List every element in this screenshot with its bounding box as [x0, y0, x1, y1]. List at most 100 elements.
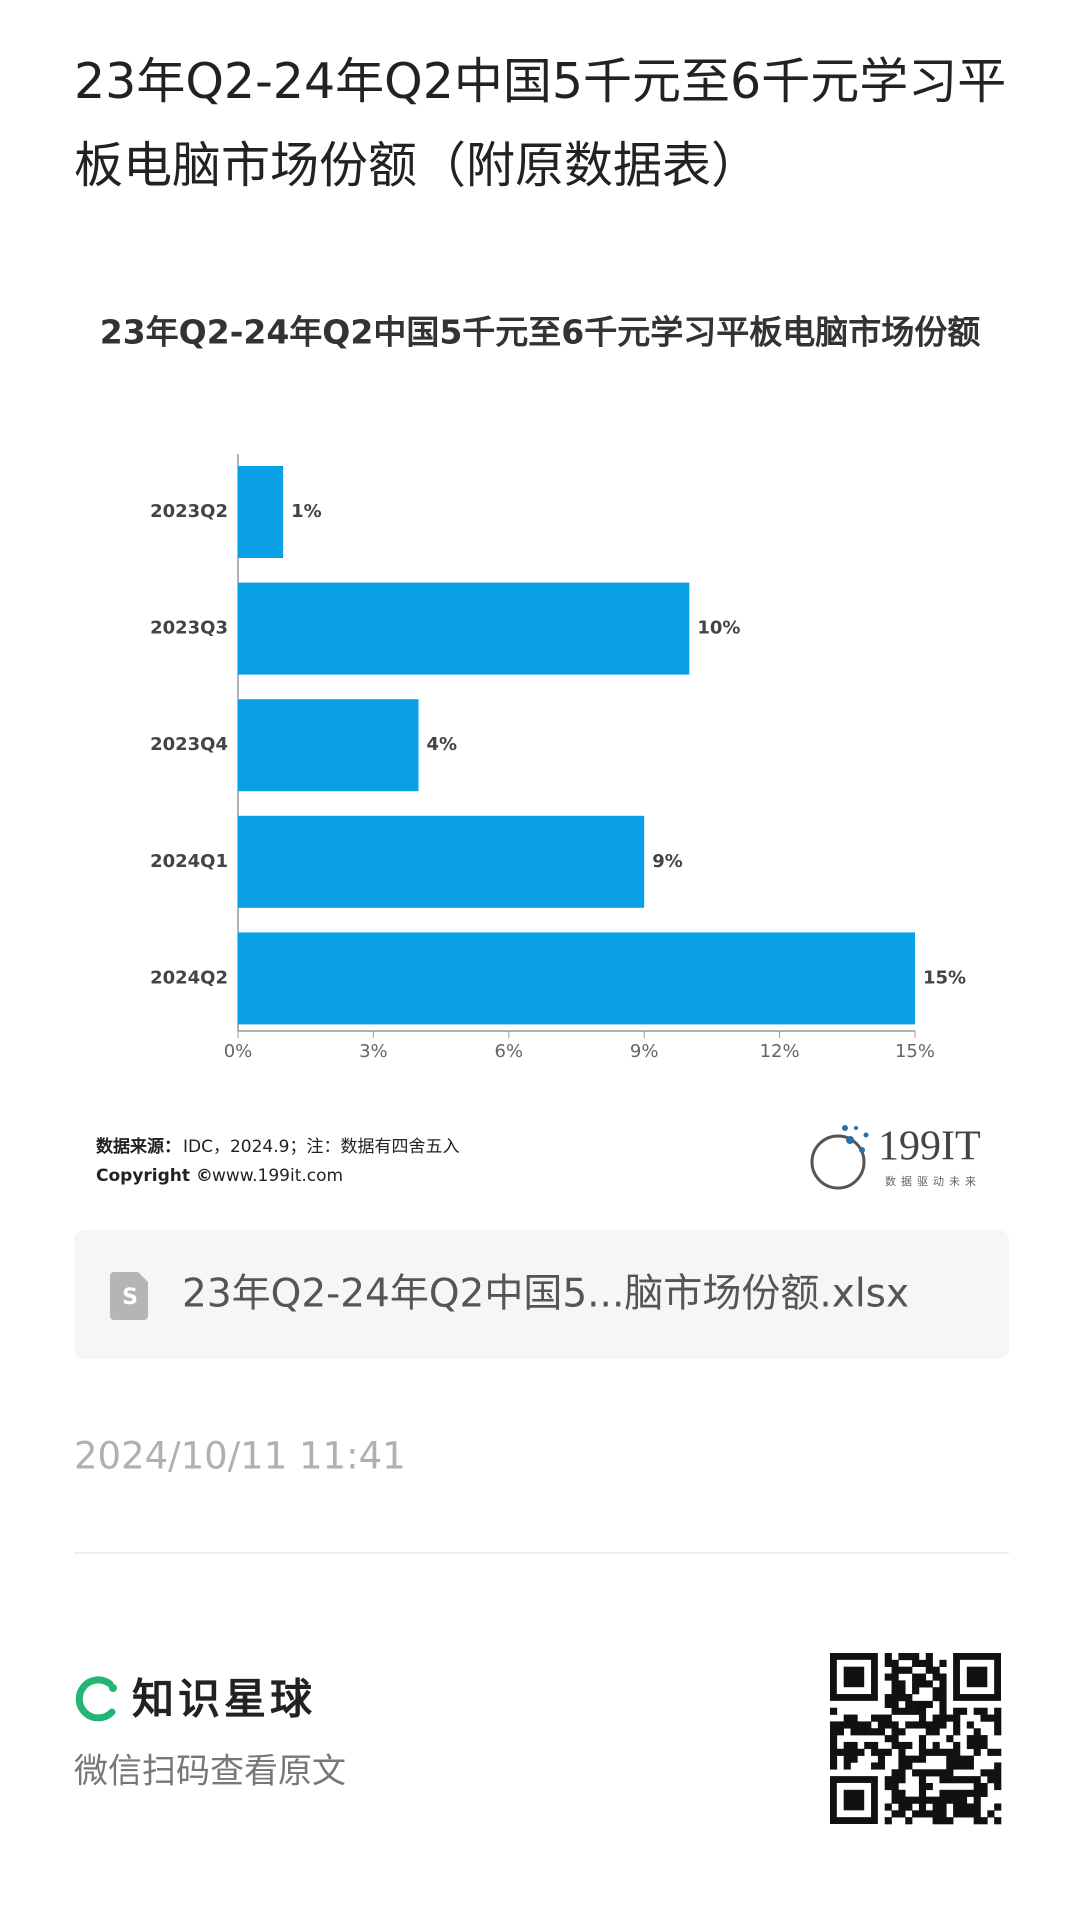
qr-cell: [891, 1666, 899, 1674]
qr-cell: [898, 1694, 906, 1702]
qr-cell: [932, 1796, 940, 1804]
qr-cell: [994, 1714, 1002, 1722]
qr-cell: [843, 1721, 851, 1729]
qr-cell: [891, 1687, 899, 1695]
qr-cell: [918, 1769, 927, 1777]
qr-cell: [994, 1776, 1002, 1784]
qr-cell: [966, 1789, 974, 1797]
qr-cell: [939, 1748, 947, 1756]
qr-cell: [959, 1803, 968, 1811]
bar: [238, 932, 915, 1025]
qr-cell: [994, 1748, 1002, 1756]
qr-cell: [966, 1735, 974, 1743]
qr-cell: [898, 1748, 906, 1756]
qr-cell: [918, 1735, 927, 1743]
qr-cell: [905, 1666, 913, 1674]
qr-cell: [953, 1789, 961, 1797]
qr-finder: [966, 1666, 988, 1688]
y-tick-label: 2024Q2: [150, 967, 228, 988]
qr-cell: [912, 1659, 920, 1667]
qr-cell: [843, 1755, 851, 1763]
qr-cell: [877, 1728, 886, 1736]
qr-cell: [857, 1728, 865, 1736]
qr-cell: [891, 1659, 899, 1667]
qr-cell: [884, 1803, 892, 1811]
qr-cell: [932, 1666, 940, 1674]
qr-cell: [932, 1810, 940, 1818]
qr-cell: [898, 1653, 906, 1661]
qr-cell: [884, 1721, 892, 1729]
qr-cell: [898, 1707, 906, 1715]
qr-cell: [980, 1769, 988, 1777]
qr-cell: [918, 1721, 927, 1729]
qr-cell: [830, 1735, 838, 1743]
qr-cell: [877, 1762, 886, 1770]
qr-cell: [843, 1748, 851, 1756]
qr-cell: [891, 1700, 899, 1709]
qr-cell: [830, 1762, 838, 1770]
qr-cell: [830, 1721, 838, 1729]
qr-cell: [932, 1673, 940, 1681]
qr-cell: [891, 1789, 899, 1797]
qr-cell: [912, 1810, 920, 1818]
file-name[interactable]: 23年Q2-24年Q2中国5...脑市场份额.xlsx: [182, 1272, 909, 1317]
qr-cell: [843, 1741, 851, 1750]
qr-cell: [953, 1748, 961, 1756]
qr-cell: [939, 1694, 947, 1702]
qr-cell: [912, 1653, 920, 1661]
qr-cell: [898, 1796, 906, 1804]
qr-cell: [898, 1810, 906, 1818]
qr-cell: [973, 1735, 981, 1743]
qr-cell: [905, 1755, 913, 1763]
qr-cell: [925, 1748, 933, 1756]
qr-cell: [932, 1721, 940, 1729]
qr-cell: [987, 1748, 995, 1756]
qr-cell: [884, 1714, 892, 1722]
qr-cell: [953, 1707, 961, 1715]
qr-cell: [994, 1817, 1002, 1825]
qr-cell: [830, 1755, 838, 1763]
x-tick-label: 9%: [630, 1041, 659, 1062]
qr-cell: [884, 1700, 892, 1709]
qr-cell: [884, 1776, 892, 1784]
value-label: 4%: [427, 734, 458, 755]
x-tick-label: 0%: [224, 1041, 253, 1062]
qr-code[interactable]: [830, 1653, 1002, 1825]
qr-cell: [898, 1803, 906, 1811]
qr-cell: [830, 1741, 838, 1750]
qr-cell: [905, 1817, 913, 1825]
qr-cell: [932, 1817, 940, 1825]
source-text: IDC，2024.9；注：数据有四舍五入: [183, 1137, 459, 1157]
file-card[interactable]: [74, 1230, 1009, 1359]
qr-cell: [918, 1803, 927, 1811]
qr-cell: [994, 1721, 1002, 1729]
file-icon: [110, 1272, 148, 1320]
bar: [238, 815, 645, 908]
qr-cell: [905, 1694, 913, 1702]
qr-cell: [898, 1769, 906, 1777]
qr-cell: [850, 1728, 858, 1736]
qr-cell: [912, 1680, 920, 1688]
qr-cell: [939, 1700, 947, 1709]
qr-cell: [918, 1714, 927, 1722]
qr-cell: [857, 1721, 865, 1729]
qr-cell: [959, 1755, 968, 1763]
qr-cell: [857, 1748, 865, 1756]
qr-cell: [980, 1782, 988, 1791]
qr-cell: [932, 1687, 940, 1695]
qr-cell: [980, 1707, 988, 1715]
qr-cell: [939, 1673, 947, 1681]
qr-cell: [836, 1721, 844, 1729]
qr-cell: [830, 1707, 838, 1715]
qr-cell: [918, 1789, 927, 1797]
qr-cell: [953, 1728, 961, 1736]
qr-cell: [973, 1782, 981, 1791]
qr-cell: [912, 1721, 920, 1729]
qr-cell: [898, 1762, 906, 1770]
qr-cell: [830, 1748, 838, 1756]
qr-cell: [966, 1810, 974, 1818]
qr-cell: [966, 1762, 974, 1770]
qr-cell: [843, 1714, 851, 1722]
qr-cell: [891, 1769, 899, 1777]
